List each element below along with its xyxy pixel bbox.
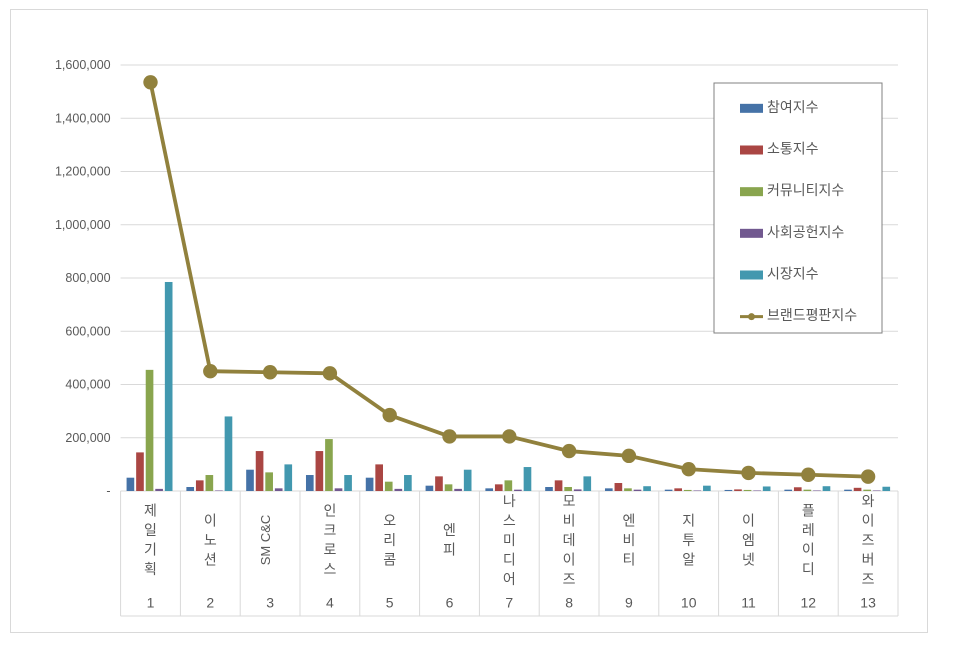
svg-text:즈: 즈 (563, 571, 576, 587)
svg-text:노: 노 (204, 532, 217, 548)
svg-text:2: 2 (206, 595, 214, 611)
svg-text:-: - (106, 484, 110, 498)
svg-text:600,000: 600,000 (65, 324, 110, 338)
svg-text:인: 인 (323, 503, 336, 519)
svg-text:사회공헌지수: 사회공헌지수 (767, 224, 844, 240)
svg-text:엔: 엔 (443, 522, 456, 538)
svg-text:버: 버 (862, 551, 875, 567)
svg-text:브랜드평판지수: 브랜드평판지수 (767, 307, 857, 323)
svg-text:제: 제 (144, 503, 157, 519)
svg-text:12: 12 (801, 595, 817, 611)
svg-text:비: 비 (563, 512, 576, 528)
svg-text:엔: 엔 (622, 512, 635, 528)
svg-text:디: 디 (802, 561, 815, 577)
svg-text:어: 어 (503, 571, 516, 587)
svg-text:10: 10 (681, 595, 697, 611)
svg-text:지: 지 (682, 512, 695, 528)
svg-text:모: 모 (563, 493, 576, 509)
svg-text:오: 오 (383, 512, 396, 528)
svg-text:스: 스 (323, 561, 336, 577)
svg-text:획: 획 (144, 561, 157, 577)
svg-text:알: 알 (682, 551, 695, 567)
svg-text:200,000: 200,000 (65, 431, 110, 445)
svg-text:즈: 즈 (862, 532, 875, 548)
svg-text:레: 레 (802, 522, 815, 538)
svg-text:11: 11 (741, 595, 756, 611)
svg-text:8: 8 (565, 595, 573, 611)
svg-text:5: 5 (386, 595, 394, 611)
svg-text:피: 피 (443, 542, 456, 558)
svg-text:이: 이 (862, 512, 875, 528)
svg-text:기: 기 (144, 542, 157, 558)
svg-text:1,600,000: 1,600,000 (55, 58, 111, 72)
svg-text:800,000: 800,000 (65, 271, 110, 285)
svg-text:플: 플 (802, 503, 815, 519)
svg-text:션: 션 (204, 551, 217, 567)
svg-text:3: 3 (266, 595, 274, 611)
svg-text:소통지수: 소통지수 (767, 141, 819, 157)
svg-text:데: 데 (563, 532, 576, 548)
svg-text:7: 7 (505, 595, 513, 611)
svg-text:미: 미 (503, 532, 516, 548)
svg-text:일: 일 (144, 522, 157, 538)
svg-text:이: 이 (204, 512, 217, 528)
svg-text:4: 4 (326, 595, 334, 611)
svg-text:9: 9 (625, 595, 633, 611)
svg-text:비: 비 (622, 532, 635, 548)
svg-text:400,000: 400,000 (65, 378, 110, 392)
svg-text:콤: 콤 (383, 551, 396, 567)
svg-text:즈: 즈 (862, 571, 875, 587)
svg-text:투: 투 (682, 532, 695, 548)
svg-text:스: 스 (503, 512, 516, 528)
svg-text:1,200,000: 1,200,000 (55, 165, 111, 179)
svg-text:디: 디 (503, 551, 516, 567)
svg-text:티: 티 (622, 551, 635, 567)
svg-text:13: 13 (860, 595, 876, 611)
svg-text:크: 크 (323, 522, 336, 538)
svg-text:리: 리 (383, 532, 396, 548)
svg-text:이: 이 (802, 542, 815, 558)
svg-text:1: 1 (147, 595, 155, 611)
svg-text:1,000,000: 1,000,000 (55, 218, 111, 232)
svg-text:6: 6 (446, 595, 454, 611)
svg-text:나: 나 (503, 493, 516, 509)
svg-text:시장지수: 시장지수 (767, 266, 819, 282)
svg-text:1,400,000: 1,400,000 (55, 111, 111, 125)
svg-text:엠: 엠 (742, 532, 755, 548)
svg-text:와: 와 (862, 493, 875, 509)
svg-text:이: 이 (563, 551, 576, 567)
svg-text:커뮤니티지수: 커뮤니티지수 (767, 182, 844, 198)
svg-text:참여지수: 참여지수 (767, 99, 819, 115)
svg-text:로: 로 (323, 542, 336, 558)
svg-text:SM C&C: SM C&C (258, 515, 273, 566)
svg-text:넷: 넷 (742, 551, 755, 567)
svg-text:이: 이 (742, 512, 755, 528)
